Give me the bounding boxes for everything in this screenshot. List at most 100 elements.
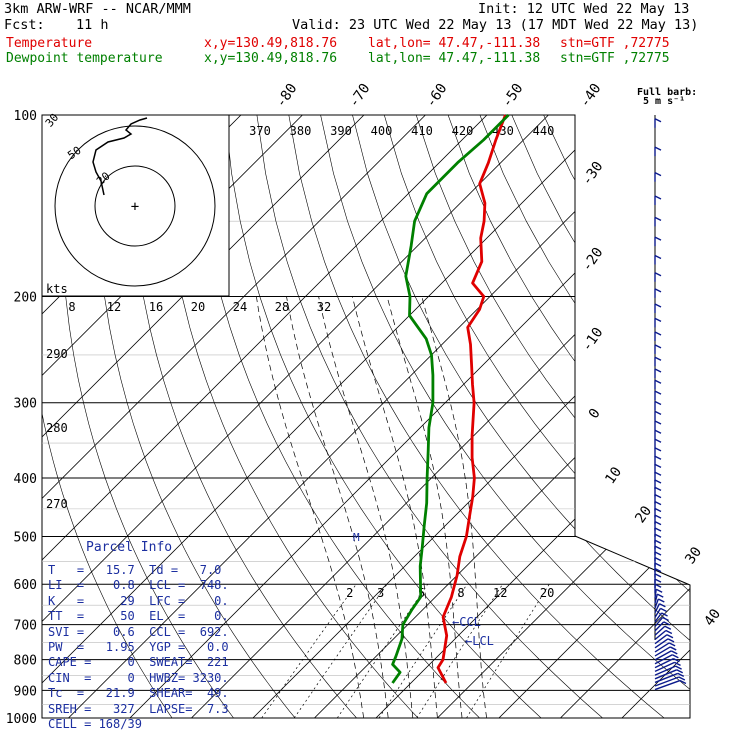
wind-barb-flag xyxy=(654,254,662,260)
wind-barb-flag xyxy=(676,669,684,674)
header-model: 3km ARW-WRF -- NCAR/MMM xyxy=(4,1,191,17)
isotherm-line xyxy=(424,115,690,718)
lcl-label: ←LCL xyxy=(465,634,494,648)
mixing-ratio-line xyxy=(466,584,550,718)
isotherm-line xyxy=(42,115,426,718)
wind-barb-flag xyxy=(672,654,679,659)
parcel-info-row: Tc = 21.9 SHEAR= 49. xyxy=(48,686,229,701)
parcel-info-row: CIN = 0 HWBZ= 3230. xyxy=(48,670,229,685)
pressure-tick-label: 400 xyxy=(14,472,37,487)
dewpoint-trace xyxy=(391,114,510,684)
wind-barb-flag xyxy=(654,479,662,484)
isotherm-label: -50 xyxy=(499,81,527,111)
parcel-info-row: PW = 1.95 YGP = 0.0 xyxy=(48,640,229,654)
mixing-ratio-line xyxy=(378,584,468,718)
wind-barb xyxy=(654,598,659,609)
legend-temperature-xy: x,y=130.49,818.76 xyxy=(204,36,338,51)
wind-barb-flag xyxy=(656,593,664,598)
hodo-ring xyxy=(54,125,216,287)
wind-barb-flag xyxy=(654,172,662,177)
wind-barb-flag xyxy=(674,661,681,667)
hodograph-box xyxy=(41,114,230,297)
dry-adiabat xyxy=(320,115,690,718)
wind-barb-flag xyxy=(654,533,662,538)
wind-barb xyxy=(654,654,673,665)
wind-barb-flag xyxy=(670,650,678,655)
wind-barb-flag xyxy=(654,527,662,532)
pressure-tick-label: 700 xyxy=(14,619,37,634)
sounding-traces xyxy=(391,114,510,684)
wind-barbs xyxy=(654,115,687,691)
hodograph: + 30 50 20 kts xyxy=(41,111,230,297)
theta-label: 370 xyxy=(249,124,271,138)
mixing-ratio-label: 2 xyxy=(346,586,353,600)
wind-barb-flag xyxy=(654,455,662,460)
parcel-info-row: K = 29 LFC = 0. xyxy=(48,593,229,608)
wind-barb xyxy=(654,589,657,599)
isotherm-label: 30 xyxy=(682,544,705,567)
theta-label: 400 xyxy=(371,124,393,138)
dry-adiabat xyxy=(288,115,680,718)
wind-barb xyxy=(654,679,681,691)
wind-barb xyxy=(654,629,667,641)
wind-barb-flag xyxy=(661,612,668,617)
dry-adiabat xyxy=(224,115,556,718)
ccl-label: ←CCL xyxy=(452,615,481,629)
dry-adiabat xyxy=(352,115,690,718)
isotherm-line xyxy=(547,115,690,718)
isotherm-label: -80 xyxy=(273,81,301,111)
isotherm-line xyxy=(485,115,690,718)
wind-barb xyxy=(654,661,675,673)
wind-barb-flag xyxy=(667,638,675,643)
m-label: M xyxy=(353,531,360,544)
wind-barb-flag xyxy=(654,438,662,443)
temperature-trace xyxy=(436,114,507,684)
pressure-tick-label: 300 xyxy=(14,397,37,412)
moist-adiabat xyxy=(386,296,463,718)
header-init: Init: 12 UTC Wed 22 May 13 xyxy=(478,1,690,17)
wind-barb xyxy=(654,608,662,618)
legend-temperature-stn: stn=GTF ,72775 xyxy=(560,36,670,51)
wind-barb xyxy=(654,657,674,669)
wind-barb-flag xyxy=(654,562,662,567)
hodo-axis-label: 32 xyxy=(317,300,331,314)
dry-adiabat xyxy=(129,115,369,718)
hodo-ring xyxy=(94,165,176,247)
dry-adiabat xyxy=(607,115,690,718)
wind-barb-flag xyxy=(654,501,662,506)
wind-barb-flag xyxy=(654,471,662,476)
wind-barb-flag xyxy=(654,272,662,277)
isotherm-line xyxy=(42,115,611,718)
theta-label: 410 xyxy=(411,124,433,138)
wind-barb-flag xyxy=(679,679,687,685)
legend-temperature-label: Temperature xyxy=(6,36,93,51)
parcel-info-row: SVI = 0.6 CCL = 692. xyxy=(48,624,229,639)
dry-adiabat xyxy=(161,115,431,718)
wind-barb-flag xyxy=(654,288,662,293)
isotherm-label: -30 xyxy=(579,159,607,189)
dry-adiabat xyxy=(42,115,182,718)
parcel-info-row: CAPE = 0 SWEAT= 221 xyxy=(48,655,229,670)
wind-legend-title: Full barb: xyxy=(637,87,698,98)
wind-barb-flag xyxy=(654,567,662,573)
theta-label: 380 xyxy=(290,124,312,138)
theta-label: 440 xyxy=(533,124,555,138)
hodo-speed-label: 50 xyxy=(65,144,83,162)
dry-adiabat xyxy=(543,115,690,718)
theta-label: 420 xyxy=(452,124,474,138)
wind-barb-flag xyxy=(654,379,662,384)
wind-barb-flag xyxy=(654,236,662,241)
moist-adiabat xyxy=(286,296,389,718)
isotherm-label: 40 xyxy=(701,606,724,629)
moist-adiabat xyxy=(352,296,438,718)
mixing-ratio-line xyxy=(337,584,428,718)
theta-side-label: 270 xyxy=(46,497,68,511)
wind-barb-flag xyxy=(678,676,686,681)
wind-barb-flag xyxy=(654,410,662,416)
isotherm-label: -70 xyxy=(346,81,374,111)
pressure-tick-label: 1000 xyxy=(6,712,37,727)
wind-barb xyxy=(654,669,677,680)
moist-adiabat xyxy=(318,296,414,718)
wind-barb-flag xyxy=(654,195,662,200)
